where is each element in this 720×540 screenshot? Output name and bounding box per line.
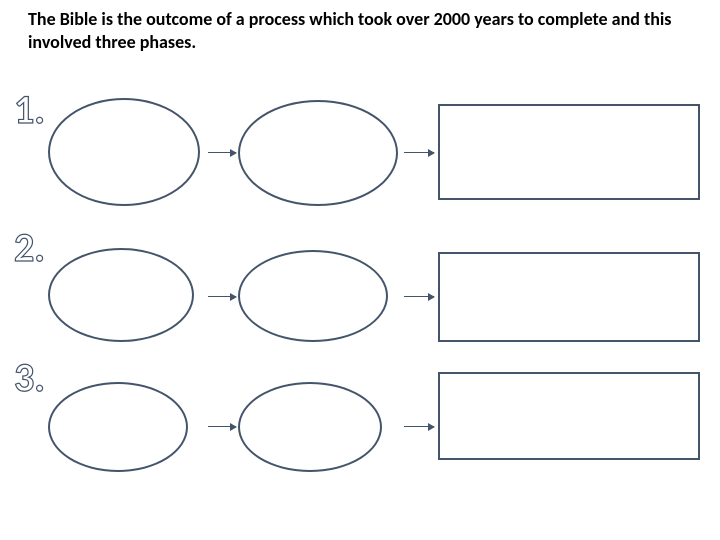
slide-canvas: The Bible is the outcome of a process wh…	[0, 0, 720, 540]
row-3-arrow-a	[208, 426, 236, 427]
row-3-number: 3.	[14, 358, 45, 398]
row-1-ellipse-a	[48, 98, 200, 206]
row-2-arrow-b	[404, 296, 434, 297]
row-2-ellipse-a	[48, 248, 194, 342]
row-2-number: 2.	[14, 228, 45, 268]
slide-title: The Bible is the outcome of a process wh…	[28, 8, 678, 53]
row-1-arrow-a	[208, 152, 236, 153]
row-1-ellipse-b	[238, 100, 398, 206]
row-3-ellipse-a	[48, 382, 188, 472]
row-3-ellipse-b	[238, 382, 382, 472]
row-2-arrow-a	[208, 296, 236, 297]
row-3-arrow-b	[404, 426, 434, 427]
row-2-ellipse-b	[238, 250, 388, 342]
row-1-arrow-b	[404, 152, 434, 153]
row-3-rect	[438, 372, 700, 460]
row-2-rect	[438, 252, 700, 342]
row-1-rect	[438, 104, 700, 200]
row-1-number: 1.	[14, 90, 45, 130]
